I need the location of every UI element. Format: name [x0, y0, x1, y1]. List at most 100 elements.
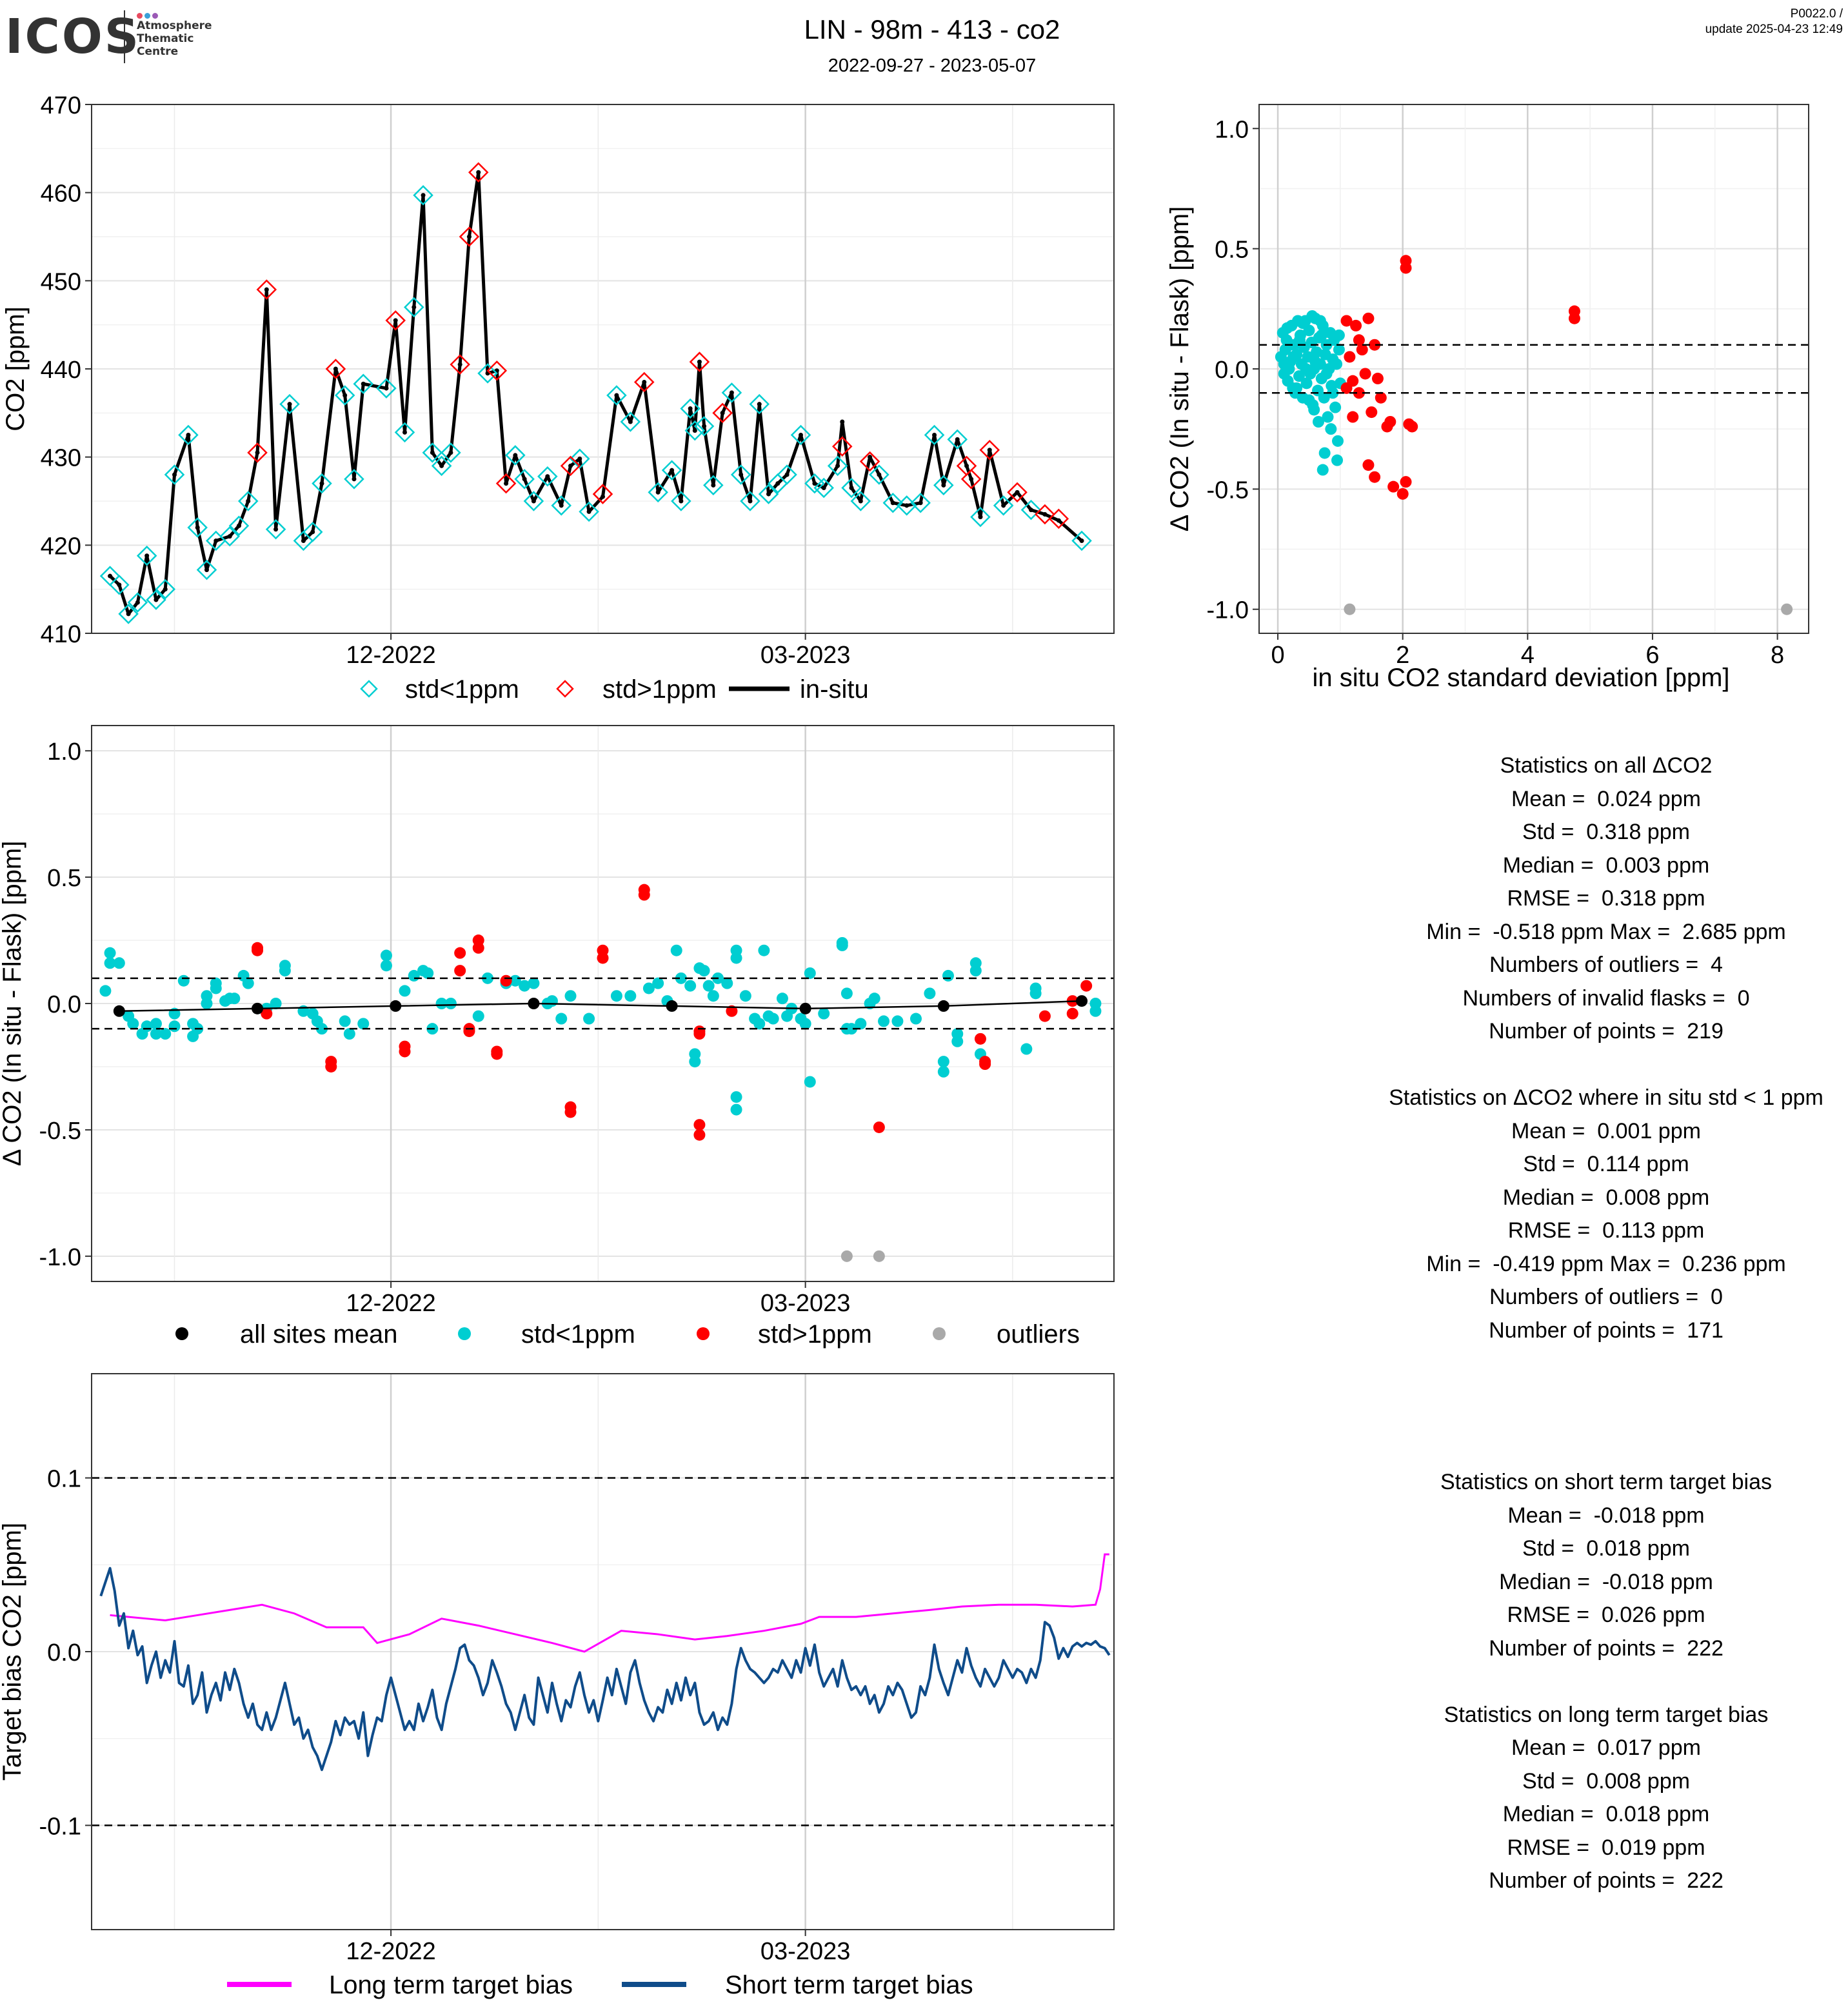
stat-line: Median = -0.018 ppm — [1499, 1569, 1713, 1594]
delta-panel-y-tick-label: 0.5 — [47, 865, 81, 892]
in-situ-point — [513, 453, 518, 458]
std-lt-1ppm-marker — [353, 373, 374, 395]
in-situ-point — [466, 234, 472, 239]
in-situ-point — [172, 472, 177, 477]
stat-line: Numbers of outliers = 0 — [1489, 1285, 1723, 1309]
co2-panel-y-tick-label: 460 — [41, 181, 81, 208]
in-situ-point — [812, 481, 817, 486]
stat-line: Std = 0.318 ppm — [1522, 820, 1690, 844]
stat-line: Statistics on short term target bias — [1440, 1470, 1772, 1494]
stat-line: Statistics on all ΔCO2 — [1500, 753, 1713, 778]
std-gt-1ppm-point — [1406, 420, 1418, 433]
std-lt-1ppm-point — [1327, 387, 1339, 399]
std-lt-1ppm-marker — [910, 492, 931, 513]
std-lt-1ppm-point — [399, 985, 411, 997]
in-situ-point — [799, 433, 804, 437]
std-lt-1ppm-marker — [164, 464, 185, 485]
in-situ-point — [969, 477, 974, 482]
std-lt-1ppm-marker — [237, 491, 259, 511]
std-gt-1ppm-point — [638, 884, 650, 896]
std-lt-1ppm-marker — [404, 297, 424, 318]
std-lt-1ppm-point — [767, 1013, 779, 1025]
std-gt-1ppm-marker — [459, 226, 480, 247]
std-lt-1ppm-marker — [570, 448, 590, 470]
in-situ-point — [757, 402, 762, 407]
std-gt-1ppm-marker — [859, 451, 880, 472]
legend-std-gt-1ppm-label: std>1ppm — [758, 1320, 872, 1349]
in-situ-point — [333, 366, 338, 371]
stat-line: Mean = 0.001 ppm — [1511, 1118, 1701, 1143]
std-gt-1ppm-marker — [486, 360, 508, 381]
std-lt-1ppm-point — [1311, 346, 1323, 358]
icos-logo: ICOS — [5, 9, 141, 64]
std-gt-1ppm-point — [1400, 255, 1412, 267]
stat-line: Mean = -0.018 ppm — [1507, 1503, 1705, 1528]
std-lt-1ppm-point — [422, 967, 434, 979]
short-term-bias-line — [99, 1567, 1111, 1772]
std-gt-1ppm-point — [454, 947, 466, 959]
std-lt-1ppm-point — [721, 977, 733, 989]
scatter-panel-plot-area — [1275, 255, 1793, 615]
std-lt-1ppm-point — [380, 949, 392, 962]
scatter-panel-border — [1258, 104, 1809, 634]
std-lt-1ppm-point — [1314, 315, 1326, 327]
std-lt-1ppm-marker — [265, 519, 286, 540]
std-lt-1ppm-point — [546, 995, 558, 1007]
bias-panel-y-tick-label: 0.1 — [47, 1466, 81, 1493]
std-lt-1ppm-marker — [302, 522, 323, 542]
std-lt-1ppm-marker — [648, 482, 668, 503]
legend-all-sites-mean-label: all sites mean — [240, 1320, 398, 1349]
std-lt-1ppm-point — [937, 1065, 949, 1078]
in-situ-point — [301, 539, 306, 543]
std-lt-1ppm-point — [1303, 394, 1315, 406]
std-gt-1ppm-point — [261, 1007, 273, 1020]
all-sites-mean-point — [252, 1002, 264, 1014]
in-situ-point — [697, 359, 702, 364]
in-situ-point — [1079, 539, 1084, 543]
stat-line: Min = -0.518 ppm Max = 2.685 ppm — [1426, 919, 1786, 944]
scatter-panel-x-tick-label: 6 — [1645, 642, 1659, 669]
in-situ-point — [601, 494, 605, 499]
in-situ-point — [766, 491, 771, 497]
in-situ-point — [955, 437, 960, 442]
std-gt-1ppm-point — [693, 1129, 706, 1141]
in-situ-point — [941, 482, 946, 488]
std-lt-1ppm-marker — [606, 385, 627, 406]
std-lt-1ppm-marker — [477, 363, 498, 384]
std-lt-1ppm-point — [951, 1035, 964, 1047]
std-lt-1ppm-point — [652, 977, 664, 989]
in-situ-point — [1056, 518, 1061, 523]
co2-panel-border — [91, 104, 1115, 634]
std-lt-1ppm-point — [315, 1023, 328, 1035]
stat-line — [1251, 1665, 1848, 1699]
std-lt-1ppm-point — [739, 990, 751, 1002]
std-lt-1ppm-point — [528, 977, 540, 989]
std-lt-1ppm-point — [1293, 334, 1306, 346]
std-gt-1ppm-point — [1038, 1010, 1051, 1022]
std-gt-1ppm-point — [1568, 305, 1580, 317]
std-gt-1ppm-marker — [1035, 504, 1055, 525]
legend-short-term-label: Short term target bias — [725, 1971, 973, 1999]
all-sites-mean-point — [390, 1000, 402, 1012]
in-situ-point — [586, 509, 591, 514]
std-gt-1ppm-marker — [960, 469, 982, 489]
in-situ-point — [670, 468, 675, 473]
std-gt-1ppm-point — [1362, 312, 1375, 324]
std-lt-1ppm-point — [1325, 423, 1337, 435]
std-lt-1ppm-marker — [693, 416, 715, 437]
in-situ-point — [568, 463, 573, 468]
std-lt-1ppm-marker — [196, 559, 217, 580]
std-lt-1ppm-point — [878, 1015, 890, 1027]
stat-line: Number of points = 222 — [1489, 1636, 1724, 1661]
std-lt-1ppm-point — [177, 974, 190, 987]
std-lt-1ppm-marker — [882, 492, 904, 513]
stat-line: RMSE = 0.113 ppm — [1507, 1218, 1705, 1243]
std-lt-1ppm-point — [150, 1018, 162, 1030]
legend-std-gt-1ppm-icon — [697, 1327, 710, 1340]
in-situ-point — [775, 481, 780, 486]
in-situ-point — [195, 525, 200, 530]
std-lt-1ppm-marker — [970, 506, 991, 528]
in-situ-point — [559, 503, 564, 508]
stat-line — [1251, 1049, 1848, 1082]
std-lt-1ppm-marker — [841, 477, 862, 499]
